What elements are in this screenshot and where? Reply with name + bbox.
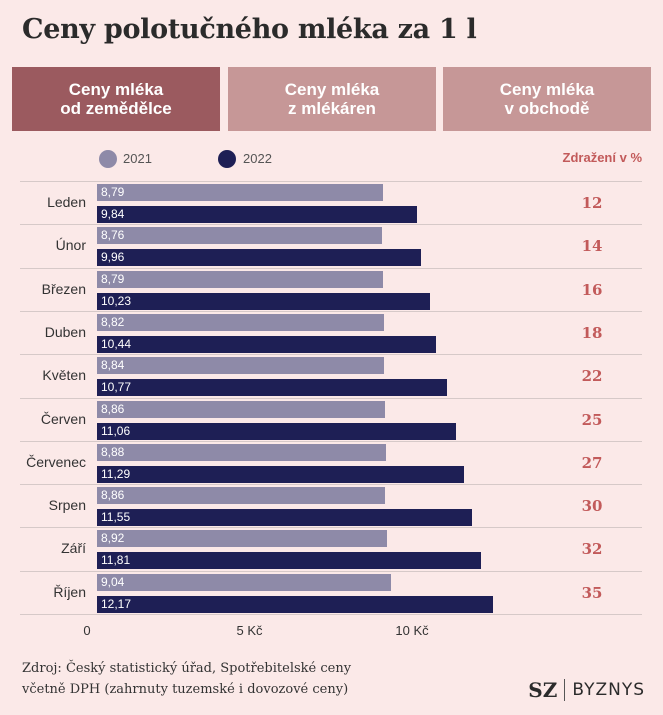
bar-value-label: 8,88	[101, 444, 125, 459]
x-tick-label: 10 Kč	[395, 623, 429, 638]
month-label: Březen	[41, 280, 86, 297]
row-divider	[20, 354, 642, 356]
logo-sz: SZ	[528, 678, 558, 702]
bar-value-label: 8,86	[101, 488, 125, 503]
bar-value-label: 11,55	[101, 510, 131, 525]
bar-2022: 11,06	[97, 422, 457, 440]
legend-2021-swatch	[99, 150, 117, 168]
row-divider	[20, 570, 642, 572]
bar-2021: 8,84	[97, 357, 385, 375]
bar-2021: 8,79	[97, 270, 383, 288]
growth-value: 32	[581, 540, 603, 559]
x-tick-label: 5 Kč	[236, 623, 263, 638]
bar-value-label: 8,76	[101, 228, 125, 243]
growth-value: 35	[581, 583, 603, 602]
growth-column-header: Zdražení v %	[562, 150, 642, 165]
legend: 2021 2022	[0, 148, 663, 170]
row-divider	[20, 310, 642, 312]
row-divider	[20, 440, 642, 442]
bar-2022: 11,29	[97, 465, 464, 483]
tab-bar: Ceny mléka od zemědělce Ceny mléka z mlé…	[12, 67, 652, 131]
growth-value: 14	[581, 237, 603, 256]
growth-value: 12	[581, 194, 603, 212]
month-label: Červen	[40, 410, 86, 427]
bar-value-label: 8,79	[101, 185, 125, 199]
month-label: Červenec	[26, 453, 86, 470]
bar-2022: 11,81	[97, 552, 481, 570]
chart-title: Ceny polotučného mléka za 1 l	[22, 14, 477, 45]
bar-2021: 8,92	[97, 530, 387, 548]
row-divider	[20, 397, 642, 399]
growth-value: 16	[581, 280, 603, 299]
bar-2022: 9,96	[97, 249, 421, 267]
bar-value-label: 8,82	[101, 314, 125, 329]
growth-value: 25	[581, 410, 603, 429]
growth-value: 27	[581, 453, 603, 472]
source-note: Zdroj: Český statistický úřad, Spotřebit…	[22, 661, 352, 697]
tab-store-prices[interactable]: Ceny mléka v obchodě	[443, 67, 651, 131]
month-label: Únor	[55, 237, 86, 254]
bar-2022: 10,77	[97, 379, 447, 397]
row-divider	[20, 224, 642, 226]
bar-value-label: 12,17	[101, 596, 132, 611]
tab-dairy-prices[interactable]: Ceny mléka z mlékáren	[228, 67, 436, 131]
row-divider	[20, 484, 642, 486]
month-label: Duben	[44, 323, 86, 340]
bar-value-label: 10,77	[101, 380, 132, 395]
month-label: Leden	[47, 194, 86, 210]
growth-value: 30	[581, 497, 603, 516]
growth-value: 18	[581, 323, 603, 342]
bar-2021: 8,76	[97, 227, 382, 245]
logo-byznys: BYZNYS	[572, 680, 645, 700]
month-label: Květen	[42, 367, 86, 384]
bar-2021: 8,86	[97, 400, 385, 418]
month-label: Říjen	[53, 583, 86, 600]
bar-2021: 8,86	[97, 487, 385, 505]
bar-value-label: 8,79	[101, 271, 125, 286]
bar-2022: 11,55	[97, 509, 473, 527]
growth-value: 22	[581, 367, 603, 386]
bar-value-label: 11,81	[101, 553, 131, 568]
bar-value-label: 9,04	[101, 574, 125, 589]
bar-2022: 12,17	[97, 595, 493, 613]
bar-2021: 8,79	[97, 184, 383, 201]
bar-2022: 9,84	[97, 206, 417, 223]
bar-value-label: 8,86	[101, 401, 125, 416]
row-divider	[20, 614, 642, 615]
month-label: Srpen	[48, 497, 86, 514]
legend-2022-swatch	[218, 150, 236, 168]
x-tick-label: 0	[83, 623, 91, 638]
legend-2021-label: 2021	[123, 151, 152, 166]
bar-value-label: 11,06	[101, 423, 131, 438]
row-divider	[20, 181, 642, 182]
bar-value-label: 10,23	[101, 293, 132, 308]
bar-2022: 10,23	[97, 292, 430, 310]
logo: SZ BYZNYS	[528, 678, 645, 702]
bar-2021: 8,82	[97, 313, 384, 331]
bar-2021: 9,04	[97, 573, 391, 591]
bar-value-label: 8,92	[101, 531, 125, 546]
row-divider	[20, 527, 642, 529]
bar-2021: 8,88	[97, 443, 386, 461]
tab-farmer-prices[interactable]: Ceny mléka od zemědělce	[12, 67, 220, 131]
bar-value-label: 9,84	[101, 207, 125, 221]
row-divider	[20, 267, 642, 269]
logo-divider	[564, 679, 566, 701]
legend-2022-label: 2022	[243, 151, 272, 166]
bar-value-label: 9,96	[101, 250, 125, 265]
bar-value-label: 11,29	[101, 466, 131, 481]
bar-value-label: 8,84	[101, 358, 125, 373]
month-label: Září	[61, 540, 86, 557]
bar-2022: 10,44	[97, 335, 437, 353]
bar-value-label: 10,44	[101, 336, 132, 351]
